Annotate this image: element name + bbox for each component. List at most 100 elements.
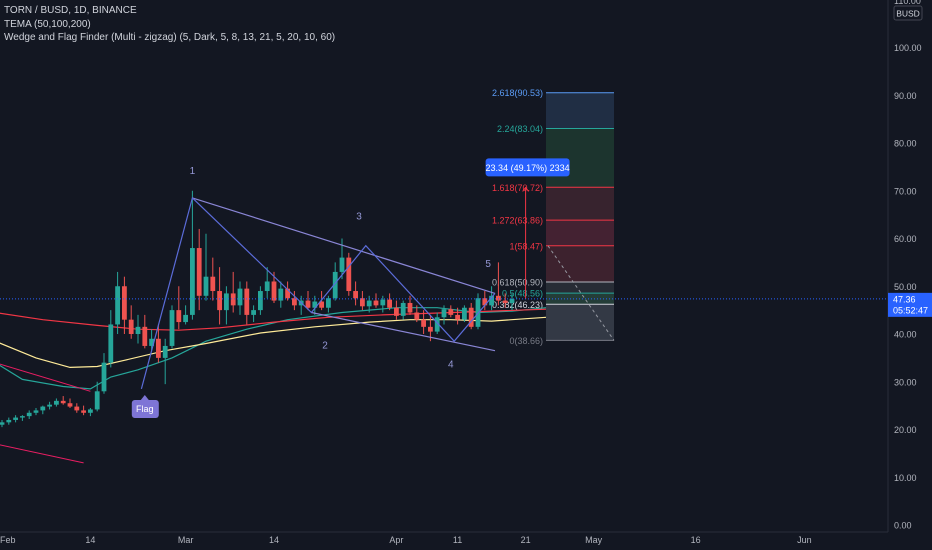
measure-arrow xyxy=(522,186,529,192)
fib-zone xyxy=(546,304,614,341)
candle-body[interactable] xyxy=(400,302,406,316)
candle-body[interactable] xyxy=(264,281,270,292)
candle-body[interactable] xyxy=(502,300,508,303)
plot-area[interactable]: 0(38.66) 0.382(46.23)0.5(48.56) 0.618(50.9… xyxy=(0,88,888,464)
candle-body[interactable] xyxy=(115,286,120,325)
measure-badge[interactable]: 23.34 (49.17%) 2334 xyxy=(486,158,570,177)
candle-body[interactable] xyxy=(380,299,386,306)
candle-body[interactable] xyxy=(196,248,202,296)
candle-body[interactable] xyxy=(407,302,413,313)
candle-body[interactable] xyxy=(122,286,127,320)
price-axis[interactable]: 0.00 10.00 20.00 30.00 40.00 50.00 60.00 70.00 8… xyxy=(887,0,932,550)
candle-body[interactable] xyxy=(421,319,426,327)
candles[interactable] xyxy=(0,190,515,428)
symbol-title[interactable]: TORN / BUSD, 1D, BINANCE xyxy=(4,5,137,16)
price-tick-label: 110.00 xyxy=(894,0,921,6)
candle-body[interactable] xyxy=(319,301,324,308)
fibonacci-retracement[interactable]: 0(38.66) 0.382(46.23)0.5(48.56) 0.618(50.9… xyxy=(492,88,615,346)
candle-body[interactable] xyxy=(258,291,263,311)
candle-body[interactable] xyxy=(387,299,392,308)
candle-body[interactable] xyxy=(26,412,32,417)
candle-body[interactable] xyxy=(101,362,107,392)
candle-body[interactable] xyxy=(81,410,86,413)
candle-body[interactable] xyxy=(251,310,256,315)
candle-body[interactable] xyxy=(237,288,243,306)
candle-body[interactable] xyxy=(373,300,379,306)
candle-body[interactable] xyxy=(339,257,345,272)
candle-body[interactable] xyxy=(54,400,59,405)
candle-body[interactable] xyxy=(278,288,284,301)
fib-zone xyxy=(546,187,614,221)
candle-body[interactable] xyxy=(135,326,141,334)
candle-body[interactable] xyxy=(224,293,229,311)
time-axis[interactable]: Feb 14 Mar 14 Apr 11 21 May 16 Jun xyxy=(0,531,888,550)
candle-body[interactable] xyxy=(190,248,195,315)
candle-body[interactable] xyxy=(509,298,515,303)
candle-body[interactable] xyxy=(271,281,277,301)
candle-body[interactable] xyxy=(217,291,222,311)
candle-body[interactable] xyxy=(183,314,188,323)
wedge-indicator-label[interactable]: Wedge and Flag Finder (Multi - zigzag) (… xyxy=(4,32,336,43)
candle-body[interactable] xyxy=(156,338,161,358)
candle-body[interactable] xyxy=(292,298,297,306)
candle-body[interactable] xyxy=(428,326,433,332)
candle-body[interactable] xyxy=(47,404,52,407)
flag-badge[interactable]: Flag xyxy=(131,395,159,419)
candle-body[interactable] xyxy=(244,288,250,315)
candle-body[interactable] xyxy=(414,312,420,320)
candle-body[interactable] xyxy=(108,324,114,363)
candle-body[interactable] xyxy=(203,276,209,296)
candle-body[interactable] xyxy=(326,298,331,308)
candle-body[interactable] xyxy=(149,338,154,346)
candle-body[interactable] xyxy=(468,307,474,327)
candle-body[interactable] xyxy=(353,291,358,299)
tema-line xyxy=(0,316,547,369)
candle-body[interactable] xyxy=(128,319,134,334)
zigzag-line[interactable] xyxy=(140,196,496,390)
candle-body[interactable] xyxy=(441,309,447,318)
candle-body[interactable] xyxy=(285,288,290,299)
candle-body[interactable] xyxy=(142,326,148,346)
candle-body[interactable] xyxy=(20,416,25,418)
candle-body[interactable] xyxy=(305,300,311,308)
candle-body[interactable] xyxy=(230,293,236,306)
candle-body[interactable] xyxy=(366,300,372,307)
time-tick-label: 11 xyxy=(453,535,462,545)
time-tick-label: Feb xyxy=(0,535,16,545)
candle-body[interactable] xyxy=(88,409,93,413)
candle-body[interactable] xyxy=(74,406,80,411)
candle-body[interactable] xyxy=(33,410,39,413)
candle-body[interactable] xyxy=(346,257,352,292)
candle-body[interactable] xyxy=(496,295,501,301)
candle-body[interactable] xyxy=(462,307,467,320)
candle-body[interactable] xyxy=(176,310,182,323)
candle-body[interactable] xyxy=(312,301,318,308)
candle-body[interactable] xyxy=(67,403,73,407)
candle-body[interactable] xyxy=(489,295,494,306)
price-tick-label: 0.00 xyxy=(894,521,912,531)
candle-body[interactable] xyxy=(455,314,460,320)
candle-body[interactable] xyxy=(60,400,66,404)
wedge-lower-line[interactable] xyxy=(311,311,496,352)
candle-body[interactable] xyxy=(6,419,12,423)
current-price-badge[interactable] xyxy=(888,292,932,317)
wedge-upper-line[interactable] xyxy=(192,197,496,294)
candle-body[interactable] xyxy=(482,298,488,306)
fib-zone xyxy=(546,281,614,294)
candle-body[interactable] xyxy=(394,307,399,316)
candle-body[interactable] xyxy=(332,271,338,299)
candle-body[interactable] xyxy=(13,417,18,420)
candle-body[interactable] xyxy=(0,422,5,425)
candle-body[interactable] xyxy=(360,298,365,307)
price-tick-label: 20.00 xyxy=(894,425,917,435)
candle-body[interactable] xyxy=(448,309,454,315)
candle-body[interactable] xyxy=(210,276,216,292)
candle-body[interactable] xyxy=(162,345,168,358)
tema-indicator-label[interactable]: TEMA (50,100,200) xyxy=(4,18,91,30)
flag-badge-box xyxy=(131,400,159,419)
candle-body[interactable] xyxy=(94,391,100,410)
candle-body[interactable] xyxy=(40,406,46,411)
candle-body[interactable] xyxy=(169,310,175,346)
candle-body[interactable] xyxy=(434,317,440,332)
